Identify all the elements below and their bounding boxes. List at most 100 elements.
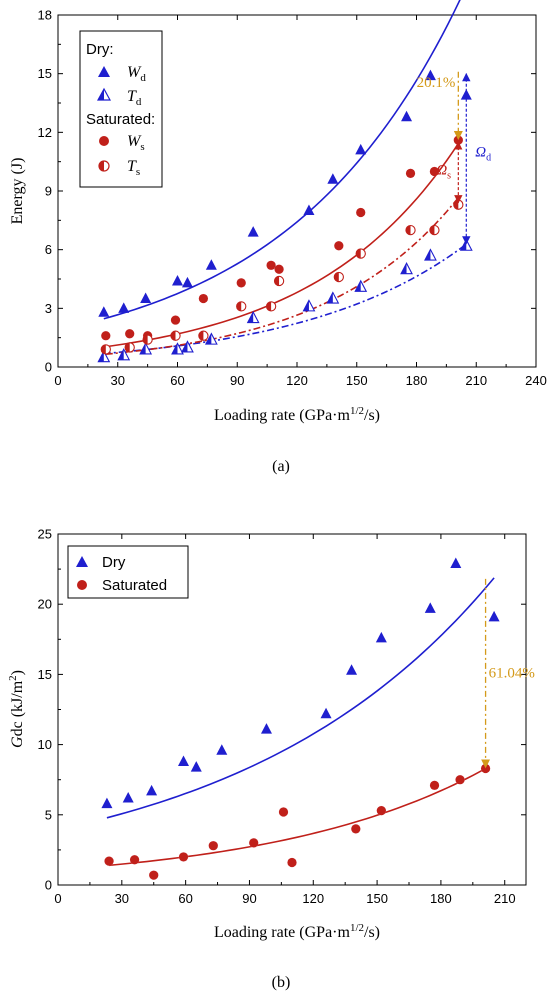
- x-tick-label: 90: [242, 891, 256, 906]
- fit-line: [103, 243, 467, 355]
- annotations-b: 61.04%: [481, 578, 535, 769]
- data-point-triangle: [216, 744, 228, 755]
- data-point-circle: [249, 838, 259, 848]
- y-tick-label: 15: [38, 66, 52, 81]
- data-point-half-circle: [236, 301, 247, 312]
- panel-label-b: (b): [272, 974, 291, 991]
- y-tick-label: 20: [38, 597, 52, 612]
- data-point-circle: [455, 775, 465, 785]
- y-tick-label: 0: [45, 360, 52, 375]
- data-point-half-triangle: [354, 279, 368, 292]
- data-point-triangle: [303, 204, 315, 216]
- data-point-triangle: [140, 292, 152, 304]
- axis-ticks-b: 0 30 60 90 120 150 180 210 0 5 10 15 20 25: [38, 527, 526, 906]
- omega-s-label: Ωs: [436, 162, 451, 181]
- data-point-triangle: [424, 602, 436, 613]
- data-point-half-triangle: [302, 299, 316, 312]
- legend-ts-marker: [98, 160, 110, 172]
- legend-ts-label: Ts: [127, 158, 140, 178]
- legend-dry-title: Dry:: [86, 41, 114, 58]
- data-point-half-triangle: [204, 332, 218, 345]
- data-point-triangle: [205, 259, 217, 270]
- data-point-triangle: [320, 707, 332, 719]
- x-tick-label: 0: [54, 891, 61, 906]
- data-point-circle: [429, 780, 440, 790]
- data-point-circle: [274, 264, 284, 274]
- data-point-triangle: [355, 143, 367, 155]
- legend-saturated-marker: [77, 580, 87, 590]
- y-tick-label: 3: [45, 301, 52, 316]
- x-tick-label: 240: [525, 373, 547, 388]
- data-point-half-triangle: [117, 348, 131, 361]
- x-tick-label: 150: [366, 891, 388, 906]
- y-tick-label: 12: [38, 125, 52, 140]
- data-point-circle: [129, 855, 140, 865]
- x-tick-label: 180: [406, 373, 428, 388]
- chart-panel-a: 0 30 60 90 120 150 180 210 240 0 3 6 9 12 15 18 20.1% Ωs…: [9, 0, 547, 475]
- data-point-triangle: [146, 784, 158, 796]
- percent-label: 61.04%: [489, 666, 535, 682]
- data-point-triangle: [375, 631, 387, 643]
- data-point-circle: [405, 168, 416, 178]
- data-point-triangle: [247, 226, 259, 237]
- data-point-triangle: [98, 306, 110, 317]
- data-point-circle: [149, 870, 159, 880]
- chart-panel-b: 0 30 60 90 120 150 180 210 0 5 10 15 20 25 61.04% Dry…: [7, 527, 535, 992]
- data-point-half-circle: [100, 344, 111, 355]
- legend-saturated-label: Saturated: [102, 577, 167, 594]
- data-point-circle: [287, 857, 297, 868]
- data-point-triangle: [101, 797, 113, 809]
- y-tick-label: 6: [45, 242, 52, 257]
- data-point-triangle: [346, 664, 358, 675]
- x-tick-label: 90: [230, 373, 244, 388]
- data-point-triangle: [172, 274, 183, 286]
- percent-label: 20.1%: [417, 75, 456, 91]
- y-axis-title-a: Energy (J): [9, 158, 26, 225]
- data-point-half-circle: [170, 330, 181, 341]
- x-tick-label: 30: [115, 891, 129, 906]
- data-point-half-triangle: [139, 342, 153, 355]
- legend-box-a: [79, 30, 163, 188]
- data-point-triangle: [122, 791, 134, 803]
- fit-line: [108, 767, 486, 867]
- legend-box-b: [67, 545, 189, 599]
- data-point-half-triangle: [326, 291, 340, 304]
- data-point-triangle: [450, 557, 462, 568]
- data-point-circle: [356, 207, 366, 218]
- data-points-b: [101, 557, 500, 880]
- data-point-half-circle: [429, 224, 440, 236]
- legend-td-marker: [96, 87, 112, 101]
- data-point-triangle: [190, 761, 202, 772]
- x-tick-label: 210: [465, 373, 487, 388]
- y-tick-label: 15: [38, 667, 52, 682]
- x-tick-label: 60: [170, 373, 184, 388]
- data-point-half-circle: [198, 330, 209, 341]
- fit-line: [103, 0, 461, 320]
- omega-d-label: Ωd: [475, 145, 491, 164]
- data-point-triangle: [260, 723, 272, 734]
- data-point-circle: [429, 166, 440, 177]
- data-point-half-circle: [355, 248, 366, 259]
- axis-ticks-a: 0 30 60 90 120 150 180 210 240 0 3 6 9 12 15 18: [38, 8, 547, 389]
- data-point-circle: [125, 329, 135, 339]
- fit-line: [106, 577, 495, 819]
- data-point-circle: [236, 278, 246, 288]
- data-point-half-triangle: [400, 262, 413, 275]
- data-point-triangle: [118, 302, 130, 313]
- fit-line: [105, 197, 459, 356]
- legend-a: Dry: Wd Td Saturated: Ws Ts: [79, 30, 163, 188]
- legend-ws-label: Ws: [127, 133, 145, 153]
- legend-ws-marker: [99, 136, 109, 146]
- x-tick-label: 210: [494, 891, 516, 906]
- legend-td-label: Td: [127, 88, 142, 108]
- x-tick-label: 30: [111, 373, 125, 388]
- x-tick-label: 150: [346, 373, 368, 388]
- data-point-half-circle: [333, 271, 344, 283]
- fit-curves-a: [103, 0, 467, 356]
- data-point-half-circle: [453, 199, 464, 210]
- legend-dry-marker: [76, 556, 88, 567]
- data-point-circle: [351, 824, 361, 834]
- data-point-half-triangle: [171, 342, 184, 355]
